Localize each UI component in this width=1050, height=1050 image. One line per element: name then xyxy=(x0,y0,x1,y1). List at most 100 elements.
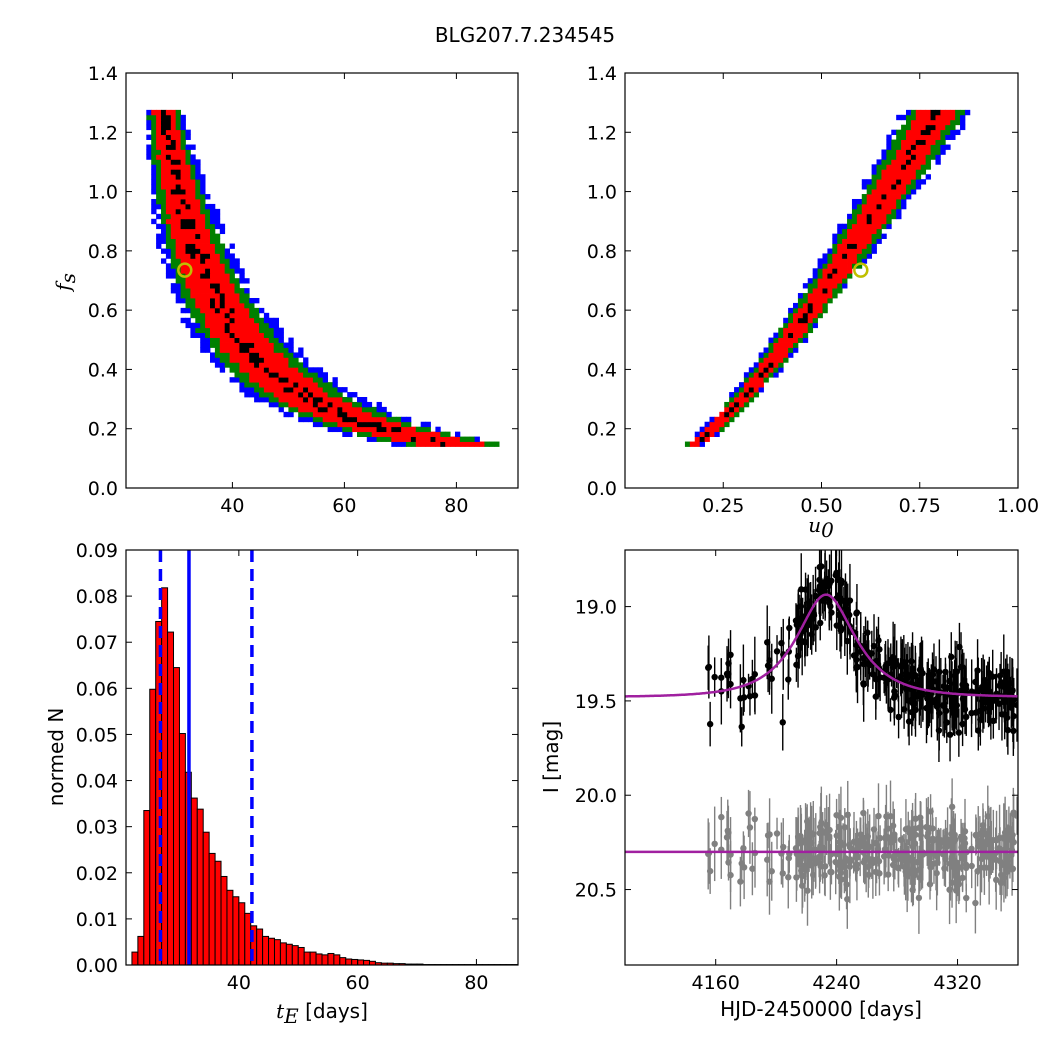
heatmap-cell xyxy=(435,426,441,433)
heatmap-cell xyxy=(273,372,279,378)
heatmap-cell xyxy=(856,243,863,249)
heatmap-cell xyxy=(283,382,289,388)
heatmap-cell xyxy=(832,283,838,289)
heatmap-cell xyxy=(175,283,181,289)
heatmap-cell xyxy=(195,184,201,190)
heatmap-cell xyxy=(881,218,887,225)
heatmap-cell xyxy=(871,169,877,175)
residual-point xyxy=(865,871,872,878)
heatmap-cell xyxy=(146,124,152,131)
heatmap-cell xyxy=(214,357,221,363)
x-tick-label: 80 xyxy=(464,972,488,994)
heatmap-cell xyxy=(856,213,863,220)
residual-point xyxy=(990,836,997,844)
heatmap-cell xyxy=(190,159,196,165)
heatmap-cell xyxy=(778,327,784,334)
heatmap-cell xyxy=(161,203,167,210)
heatmap-cell xyxy=(396,436,402,442)
heatmap-cell xyxy=(200,327,206,334)
heatmap-cell xyxy=(822,263,828,269)
heatmap-cell xyxy=(386,431,392,437)
heatmap-cell xyxy=(190,174,196,180)
residual-point xyxy=(836,838,844,846)
heatmap-cell xyxy=(185,184,191,190)
heatmap-cell xyxy=(161,174,167,180)
heatmap-cell xyxy=(366,421,373,428)
heatmap-cell xyxy=(190,268,196,274)
heatmap-cell xyxy=(386,416,392,423)
heatmap-cell xyxy=(891,169,897,175)
heatmap-cell xyxy=(175,124,181,131)
histogram-bar xyxy=(208,852,216,966)
heatmap-cell xyxy=(180,203,186,210)
heatmap-cell xyxy=(881,174,887,180)
heatmap-cell xyxy=(842,278,848,284)
heatmap-cell xyxy=(200,337,206,343)
heatmap-cell xyxy=(337,401,343,408)
heatmap-cell xyxy=(915,164,922,170)
heatmap-cell xyxy=(876,223,882,230)
heatmap-cell xyxy=(170,253,177,259)
heatmap-cell xyxy=(856,198,863,205)
heatmap-cell xyxy=(161,213,167,220)
heatmap-cell xyxy=(842,223,848,230)
heatmap-cell xyxy=(210,218,216,225)
heatmap-cell xyxy=(851,243,858,249)
heatmap-cell xyxy=(268,327,275,334)
heatmap-cell xyxy=(249,352,255,358)
heatmap-cell xyxy=(896,203,902,210)
heatmap-cell xyxy=(165,149,172,155)
heatmap-cell xyxy=(694,436,701,442)
heatmap-cell xyxy=(827,253,833,259)
heatmap-cell xyxy=(205,293,211,299)
heatmap-cell xyxy=(901,129,907,136)
residual-point xyxy=(872,868,879,876)
heatmap-cell xyxy=(758,382,764,388)
heatmap-cell xyxy=(425,421,431,428)
residual-point xyxy=(947,860,954,867)
heatmap-cell xyxy=(847,253,853,259)
heatmap-cell xyxy=(425,426,431,433)
heatmap-cell xyxy=(361,426,368,433)
heatmap-cell xyxy=(886,208,892,215)
y-tick-label: 1.0 xyxy=(88,182,118,204)
heatmap-cell xyxy=(190,297,196,304)
heatmap-cell xyxy=(342,406,348,413)
histogram-bar xyxy=(363,959,371,966)
heatmap-cell xyxy=(783,332,789,338)
data-point xyxy=(887,706,894,714)
heatmap-cell xyxy=(175,119,181,126)
heatmap-cell xyxy=(210,327,216,334)
heatmap-cell xyxy=(960,109,966,116)
heatmap-cell xyxy=(753,362,760,368)
heatmap-cell xyxy=(195,253,201,259)
heatmap-cell xyxy=(200,189,206,195)
heatmap-cell xyxy=(793,322,799,329)
heatmap-cell xyxy=(180,114,186,121)
heatmap-cell xyxy=(940,134,946,140)
heatmap-cell xyxy=(734,406,740,413)
heatmap-cell xyxy=(234,367,240,373)
heatmap-cell xyxy=(950,114,956,121)
heatmap-cell xyxy=(709,426,715,433)
heatmap-cell xyxy=(891,154,897,160)
heatmap-cell xyxy=(802,312,809,319)
heatmap-cell xyxy=(337,387,343,393)
residual-point xyxy=(889,861,897,869)
heatmap-cell xyxy=(915,124,922,131)
residual-point xyxy=(785,854,793,862)
heatmap-cell xyxy=(797,322,804,329)
heatmap-cell xyxy=(361,396,368,403)
heatmap-cell xyxy=(881,203,887,210)
heatmap-cell xyxy=(210,357,216,363)
heatmap-cell xyxy=(935,134,941,140)
heatmap-cell xyxy=(259,307,265,314)
y-tick-label: 1.2 xyxy=(587,122,617,144)
heatmap-cell xyxy=(837,243,843,249)
heatmap-cell xyxy=(210,208,216,215)
heatmap-cell xyxy=(205,332,211,338)
heatmap-cell xyxy=(347,392,353,398)
heatmap-cell xyxy=(743,387,750,393)
heatmap-cell xyxy=(151,119,157,126)
heatmap-cell xyxy=(214,332,221,338)
